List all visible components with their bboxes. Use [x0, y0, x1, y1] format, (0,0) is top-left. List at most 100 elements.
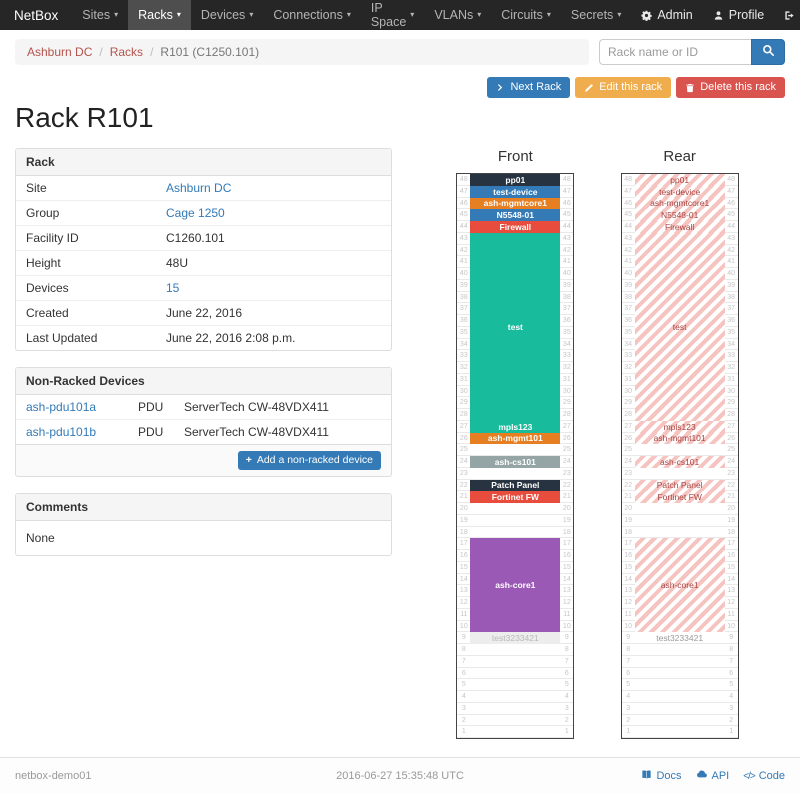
footer: netbox-demo01 2016-06-27 15:35:48 UTC Do… — [0, 757, 800, 793]
user-icon — [713, 10, 724, 21]
info-value-link[interactable]: Cage 1250 — [166, 206, 225, 221]
unit-number: 11 — [727, 610, 735, 618]
comments-panel: Comments None — [15, 492, 392, 556]
rack-device-fortinet-fw-rear[interactable]: Fortinet FW — [634, 491, 725, 504]
device-label: Fortinet FW — [657, 492, 702, 503]
footer-link-api[interactable]: API — [696, 768, 729, 783]
rack-device-patch-panel-rear[interactable]: Patch Panel — [634, 479, 725, 492]
footer-link-code[interactable]: </> Code — [743, 768, 785, 783]
nav-item-sites[interactable]: Sites ▾ — [72, 0, 128, 30]
rack-device-test-rear[interactable]: test — [634, 232, 725, 421]
rack-device-patch-panel-front[interactable]: Patch Panel — [470, 479, 561, 492]
front-rack-elevation: 48 48 47 47 46 46 45 45 44 44 43 43 42 42 41 41 40 40 39 39… — [456, 173, 575, 740]
rack-device-ash-core1-front[interactable]: ash-core1 — [470, 538, 561, 633]
device-label: test-device — [659, 186, 701, 197]
rack-device-ash-cs101-rear[interactable]: ash-cs101 — [634, 456, 725, 468]
next-rack-button[interactable]: Next Rack — [487, 77, 571, 99]
chevron-down-icon: ▾ — [546, 10, 551, 19]
unit-number: 19 — [727, 516, 736, 524]
rack-device-fortinet-fw-front[interactable]: Fortinet FW — [470, 491, 561, 504]
breadcrumb: Ashburn DC Racks R101 (C1250.101) — [15, 39, 589, 65]
rack-device-pp01-front[interactable]: pp01 — [470, 174, 561, 186]
unit-number: 11 — [460, 610, 468, 618]
device-label: Firewall — [499, 221, 532, 232]
info-label: Devices — [16, 275, 156, 301]
unit-number: 35 — [624, 328, 633, 336]
delete-rack-button[interactable]: Delete this rack — [676, 77, 785, 99]
rack-device-test3233421-rear[interactable]: test3233421 — [635, 632, 725, 644]
main-content: Rack Site Ashburn DC Group Cage 1250 Facilit… — [0, 148, 800, 740]
rack-device-pp01-rear[interactable]: pp01 — [634, 174, 725, 186]
nav-admin[interactable]: Admin — [631, 0, 702, 30]
unit-number: 2 — [729, 716, 734, 724]
search-input[interactable] — [599, 39, 751, 65]
rack-device-ash-core1-rear[interactable]: ash-core1 — [634, 538, 725, 633]
edit-rack-button[interactable]: Edit this rack — [575, 77, 672, 99]
rack-device-ash-mgmt101-rear[interactable]: ash-mgmt101 — [634, 432, 725, 445]
unit-number: 25 — [727, 446, 736, 454]
breadcrumb-link-site[interactable]: Ashburn DC — [27, 45, 93, 59]
nav-item-secrets[interactable]: Secrets ▾ — [561, 0, 631, 30]
rack-device-test3233421-front[interactable]: test3233421 — [470, 632, 561, 645]
comments-value: None — [26, 530, 55, 545]
rear-elevation: Rear 48 48 47 47 46 46 45 45 44 44 43 43 42 42 41 41 40 4… — [620, 148, 739, 740]
rack-device-mpls123-rear[interactable]: mpls123 — [634, 420, 725, 433]
nav-log-out[interactable]: Log out — [774, 0, 800, 30]
info-value-link[interactable]: 15 — [166, 281, 180, 296]
unit-number: 31 — [562, 375, 571, 383]
code-icon: </> — [743, 770, 756, 782]
non-racked-panel-footer: + Add a non-racked device — [16, 444, 391, 476]
rack-device-test-front[interactable]: test — [470, 232, 561, 421]
footer-links: Docs API </> Code — [464, 768, 785, 783]
rack-device-ash-mgmtcore1-front[interactable]: ash-mgmtcore1 — [470, 197, 561, 210]
unit-number: 19 — [624, 516, 633, 524]
unit-number: 1 — [729, 728, 734, 736]
unit-number: 29 — [459, 399, 468, 407]
device-name-link[interactable]: ash-pdu101a — [26, 400, 97, 415]
rack-device-firewall-rear[interactable]: Firewall — [634, 221, 725, 233]
nav-item-devices[interactable]: Devices ▾ — [191, 0, 263, 30]
nav-item-vlans[interactable]: VLANs ▾ — [424, 0, 491, 30]
rack-device-n5548-01-rear[interactable]: N5548-01 — [634, 209, 725, 222]
unit-number: 47 — [624, 187, 633, 195]
unit-number: 46 — [459, 199, 468, 207]
add-non-racked-device-button[interactable]: + Add a non-racked device — [237, 451, 381, 470]
unit-number: 42 — [562, 246, 571, 254]
unit-number: 31 — [624, 375, 633, 383]
rack-device-firewall-front[interactable]: Firewall — [470, 221, 561, 233]
unit-number: 38 — [562, 293, 571, 301]
breadcrumb-separator — [150, 45, 153, 59]
unit-number: 17 — [459, 540, 468, 548]
nav-item-label: Devices — [200, 8, 246, 22]
nav-item-circuits[interactable]: Circuits ▾ — [491, 0, 561, 30]
nav-item-racks[interactable]: Racks ▾ — [128, 0, 191, 30]
nav-item-ip-space[interactable]: IP Space ▾ — [361, 0, 424, 30]
footer-link-docs[interactable]: Docs — [641, 768, 682, 783]
add-non-racked-device-label: Add a non-racked device — [256, 454, 373, 467]
chevron-down-icon: ▾ — [477, 10, 482, 19]
breadcrumb-link-racks[interactable]: Racks — [109, 45, 144, 59]
non-racked-row: ash-pdu101b PDU ServerTech CW-48VDX411 — [16, 419, 391, 445]
rack-device-mpls123-front[interactable]: mpls123 — [470, 420, 561, 433]
device-name-link[interactable]: ash-pdu101b — [26, 425, 97, 440]
chevron-down-icon: ▾ — [410, 10, 415, 19]
device-label: ash-mgmt101 — [653, 433, 706, 444]
rack-device-test-device-front[interactable]: test-device — [470, 185, 561, 198]
rack-device-n5548-01-front[interactable]: N5548-01 — [470, 209, 561, 222]
rack-device-test-device-rear[interactable]: test-device — [634, 185, 725, 198]
unit-number: 6 — [564, 669, 569, 677]
nav-profile[interactable]: Profile — [703, 0, 774, 30]
info-value-link[interactable]: Ashburn DC — [166, 181, 232, 196]
unit-number: 10 — [459, 622, 468, 630]
page-title: Rack R101 — [15, 102, 154, 134]
logout-icon — [784, 10, 795, 21]
rack-device-ash-cs101-front[interactable]: ash-cs101 — [470, 456, 561, 468]
brand[interactable]: NetBox — [14, 7, 59, 23]
nav-item-connections[interactable]: Connections ▾ — [263, 0, 361, 30]
rack-device-ash-mgmt101-front[interactable]: ash-mgmt101 — [470, 432, 561, 445]
search-button[interactable] — [751, 39, 785, 65]
unit-number: 7 — [461, 657, 466, 665]
unit-number: 16 — [459, 552, 468, 560]
rack-device-ash-mgmtcore1-rear[interactable]: ash-mgmtcore1 — [634, 197, 725, 210]
